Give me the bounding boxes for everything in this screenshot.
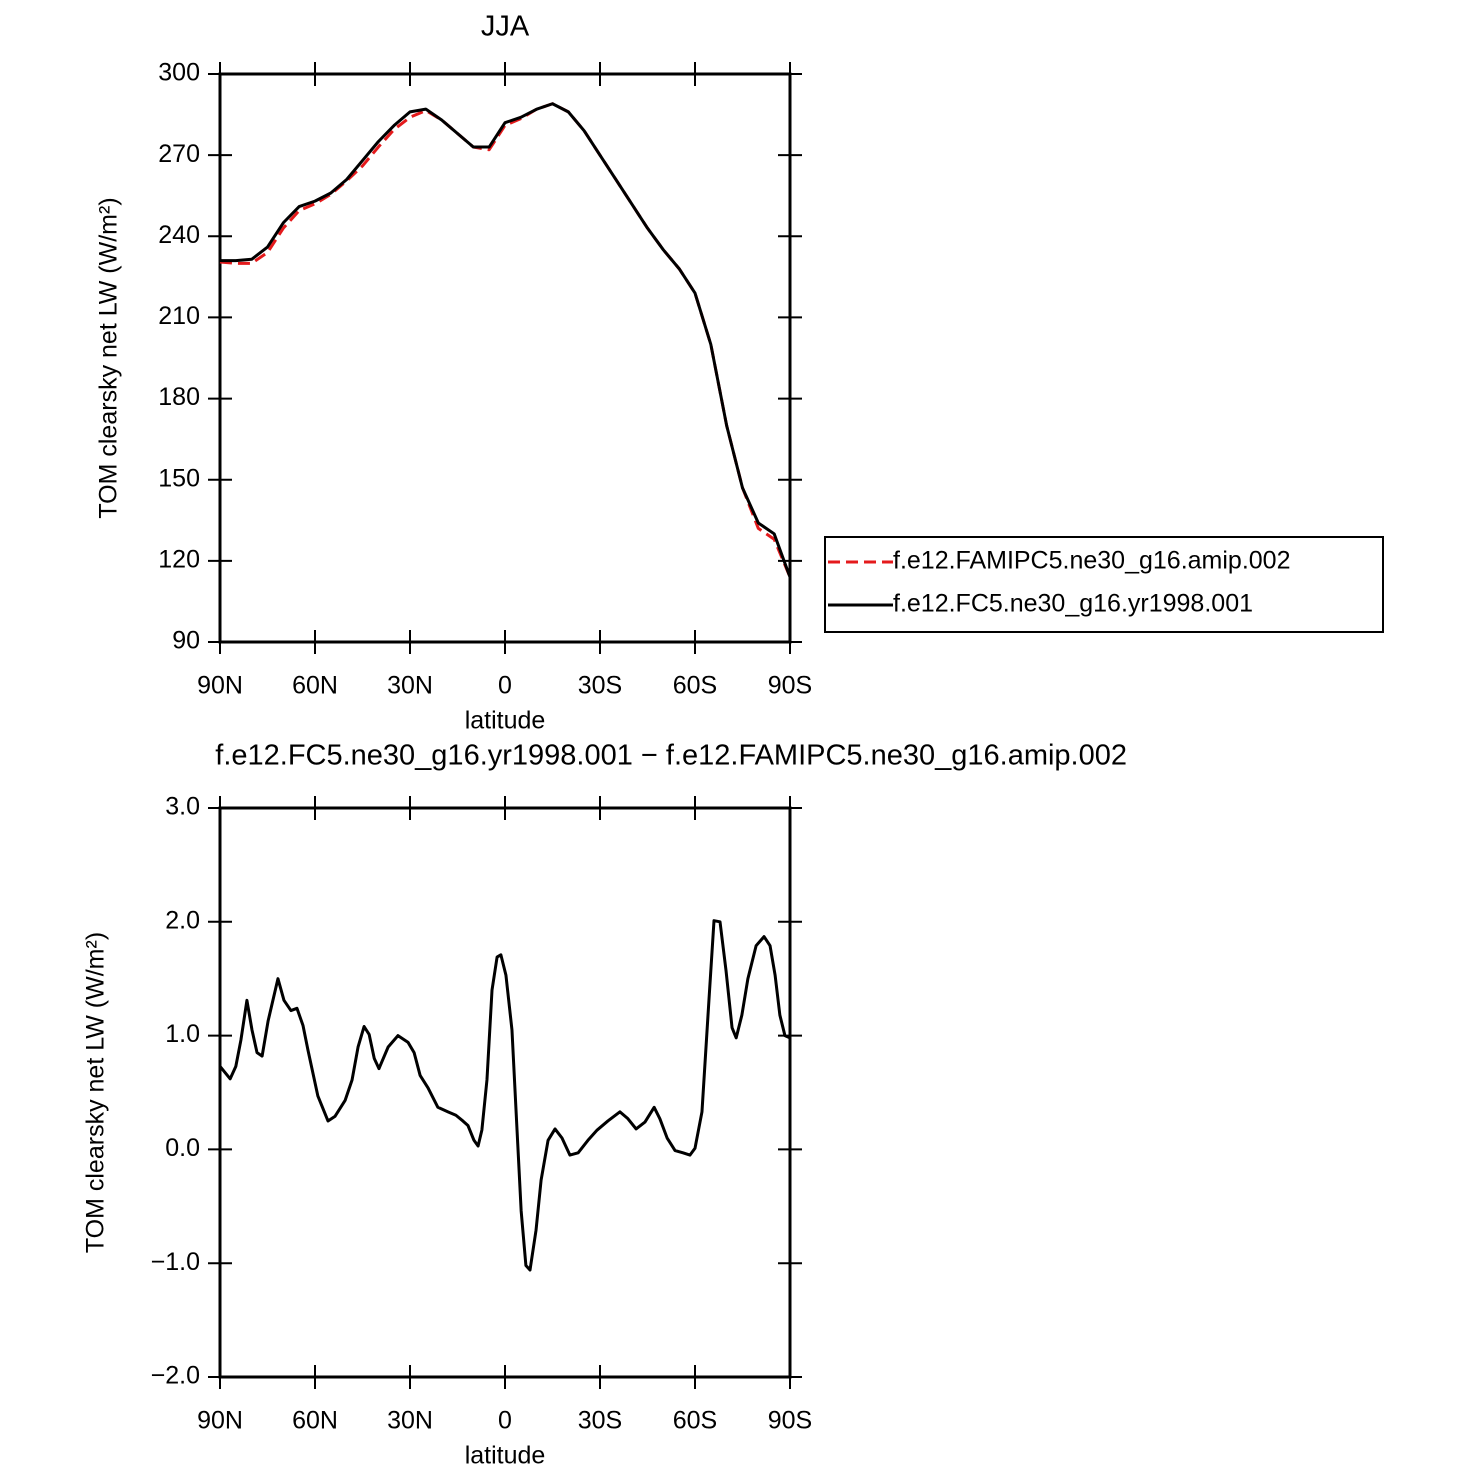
legend-label: f.e12.FAMIPC5.ne30_g16.amip.002 [893,547,1291,575]
x-tick-label: 0 [498,672,512,700]
data-line [219,102,792,578]
x-tick-label: 30N [387,1407,433,1435]
y-axis-label: TOM clearsky net LW (W/m²) [82,932,110,1253]
chart-title: JJA [481,11,530,43]
data-line [218,919,791,1272]
y-tick-label: −1.0 [151,1248,200,1276]
y-tick-label: 1.0 [165,1020,200,1048]
legend-label: f.e12.FC5.ne30_g16.yr1998.001 [893,590,1253,618]
y-tick-label: 240 [158,221,200,249]
y-tick-label: 0.0 [165,1134,200,1162]
x-tick-label: 60S [673,1407,717,1435]
x-tick-label: 60N [292,672,338,700]
x-tick-label: 0 [498,1407,512,1435]
x-axis-label: latitude [465,1442,546,1470]
chart-title: f.e12.FC5.ne30_g16.yr1998.001 − f.e12.FA… [215,740,1127,772]
y-tick-label: 270 [158,140,200,168]
y-tick-label: 180 [158,383,200,411]
x-tick-label: 30N [387,672,433,700]
y-tick-label: 300 [158,59,200,87]
x-tick-label: 90N [197,672,243,700]
data-line [220,102,792,578]
x-axis-label: latitude [465,707,546,735]
x-tick-label: 90S [768,1407,812,1435]
x-tick-label: 90S [768,672,812,700]
y-tick-label: 2.0 [165,906,200,934]
x-tick-label: 60N [292,1407,338,1435]
x-tick-label: 90N [197,1407,243,1435]
plot-frame [218,72,792,644]
y-tick-label: 150 [158,464,200,492]
y-tick-label: 3.0 [165,793,200,821]
legend-box [824,536,1384,633]
y-tick-label: −2.0 [151,1362,200,1390]
y-tick-label: 90 [172,627,200,655]
y-tick-label: 210 [158,302,200,330]
y-tick-label: 120 [158,545,200,573]
x-tick-label: 30S [578,672,622,700]
y-axis-label: TOM clearsky net LW (W/m²) [95,197,123,518]
x-tick-label: 60S [673,672,717,700]
x-tick-label: 30S [578,1407,622,1435]
